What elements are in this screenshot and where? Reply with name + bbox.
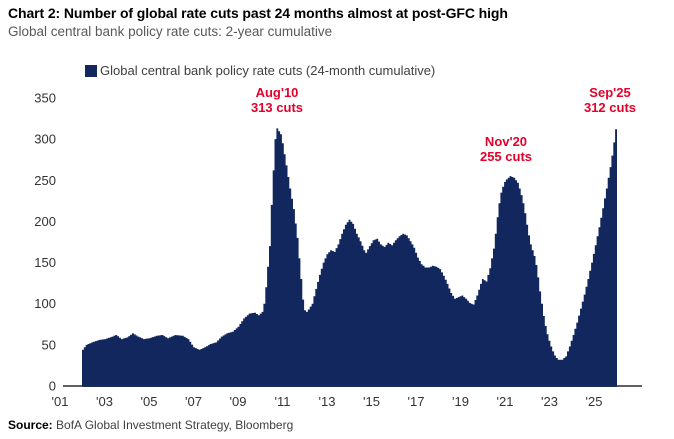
x-axis-tick-label: '05 [141, 394, 158, 409]
x-axis-tick-label: '23 [541, 394, 558, 409]
x-axis-tick-label: '13 [319, 394, 336, 409]
x-axis-tick-label: '01 [52, 394, 69, 409]
x-axis-tick-label: '25 [586, 394, 603, 409]
legend-swatch-icon [85, 64, 97, 77]
x-axis-tick-label: '15 [363, 394, 380, 409]
source-label: Source: [8, 418, 53, 432]
y-axis-tick-label: 350 [34, 90, 56, 105]
y-axis-tick-label: 100 [34, 296, 56, 311]
annotation-sep25-peak: Sep'25 312 cuts [584, 85, 636, 115]
chart-subtitle: Global central bank policy rate cuts: 2-… [8, 24, 333, 39]
y-axis-tick-label: 50 [42, 337, 56, 352]
chart-title: Chart 2: Number of global rate cuts past… [8, 5, 508, 21]
source-text: BofA Global Investment Strategy, Bloombe… [52, 418, 294, 432]
annotation-nov20-peak: Nov'20 255 cuts [480, 134, 532, 164]
x-axis-tick-label: '07 [185, 394, 202, 409]
y-axis-tick-label: 250 [34, 173, 56, 188]
annotation-aug10-value: 313 cuts [250, 100, 304, 115]
annotation-sep25-value: 312 cuts [583, 100, 637, 115]
x-axis-tick-label: '11 [275, 394, 291, 409]
y-axis-tick-label: 300 [34, 132, 56, 147]
annotation-nov20-value: 255 cuts [479, 149, 533, 164]
x-axis-tick-label: '09 [230, 394, 247, 409]
x-axis-tick-label: '21 [497, 394, 514, 409]
y-axis-tick-label: 200 [34, 214, 56, 229]
legend: Global central bank policy rate cuts (24… [85, 63, 435, 78]
x-axis-tick-label: '17 [408, 394, 425, 409]
annotation-aug10-peak: Aug'10 313 cuts [251, 85, 303, 115]
x-axis-tick-label: '03 [96, 394, 113, 409]
y-axis-tick-label: 150 [34, 255, 56, 270]
annotation-sep25-date: Sep'25 [589, 85, 631, 100]
annotation-nov20-date: Nov'20 [484, 134, 528, 149]
rate-cuts-series [82, 128, 617, 387]
legend-label: Global central bank policy rate cuts (24… [100, 63, 436, 78]
annotation-aug10-date: Aug'10 [255, 85, 299, 100]
y-axis-tick-label: 0 [49, 379, 56, 394]
x-axis-tick-label: '19 [452, 394, 469, 409]
source-note: Source: BofA Global Investment Strategy,… [8, 418, 293, 432]
